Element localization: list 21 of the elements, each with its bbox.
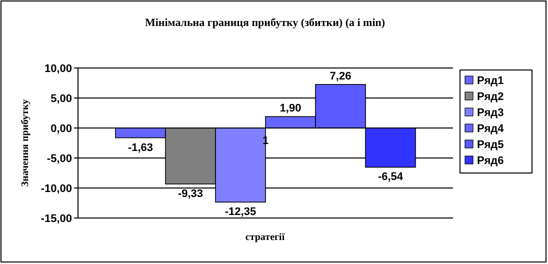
y-tick-label: 5,00: [50, 93, 72, 105]
legend-label: Ряд3: [477, 107, 504, 119]
x-axis-title: стратегії: [245, 232, 285, 243]
y-tick-label: -10,00: [40, 183, 72, 195]
legend-label: Ряд5: [477, 139, 504, 151]
data-label: -9,33: [178, 188, 204, 200]
chart-title: Мінімальна границя прибутку (збитки) (a i min): [144, 17, 386, 29]
legend-label: Ряд2: [477, 91, 504, 103]
data-label: 1,90: [280, 102, 302, 115]
legend-label: Ряд4: [477, 123, 505, 135]
legend-label: Ряд6: [477, 155, 504, 167]
data-label: -12,35: [224, 206, 256, 218]
y-tick-label: 10,00: [44, 63, 72, 75]
y-axis-title: Значення прибутку: [20, 99, 31, 187]
y-tick-label: -15,00: [40, 213, 72, 225]
y-tick-label: 0,00: [50, 123, 72, 135]
y-tick-label: -5,00: [46, 153, 72, 165]
data-label: 7,26: [330, 70, 352, 82]
legend-label: Ряд1: [477, 75, 504, 87]
data-label: -1,63: [128, 142, 154, 154]
data-label: -6,54: [378, 171, 404, 184]
